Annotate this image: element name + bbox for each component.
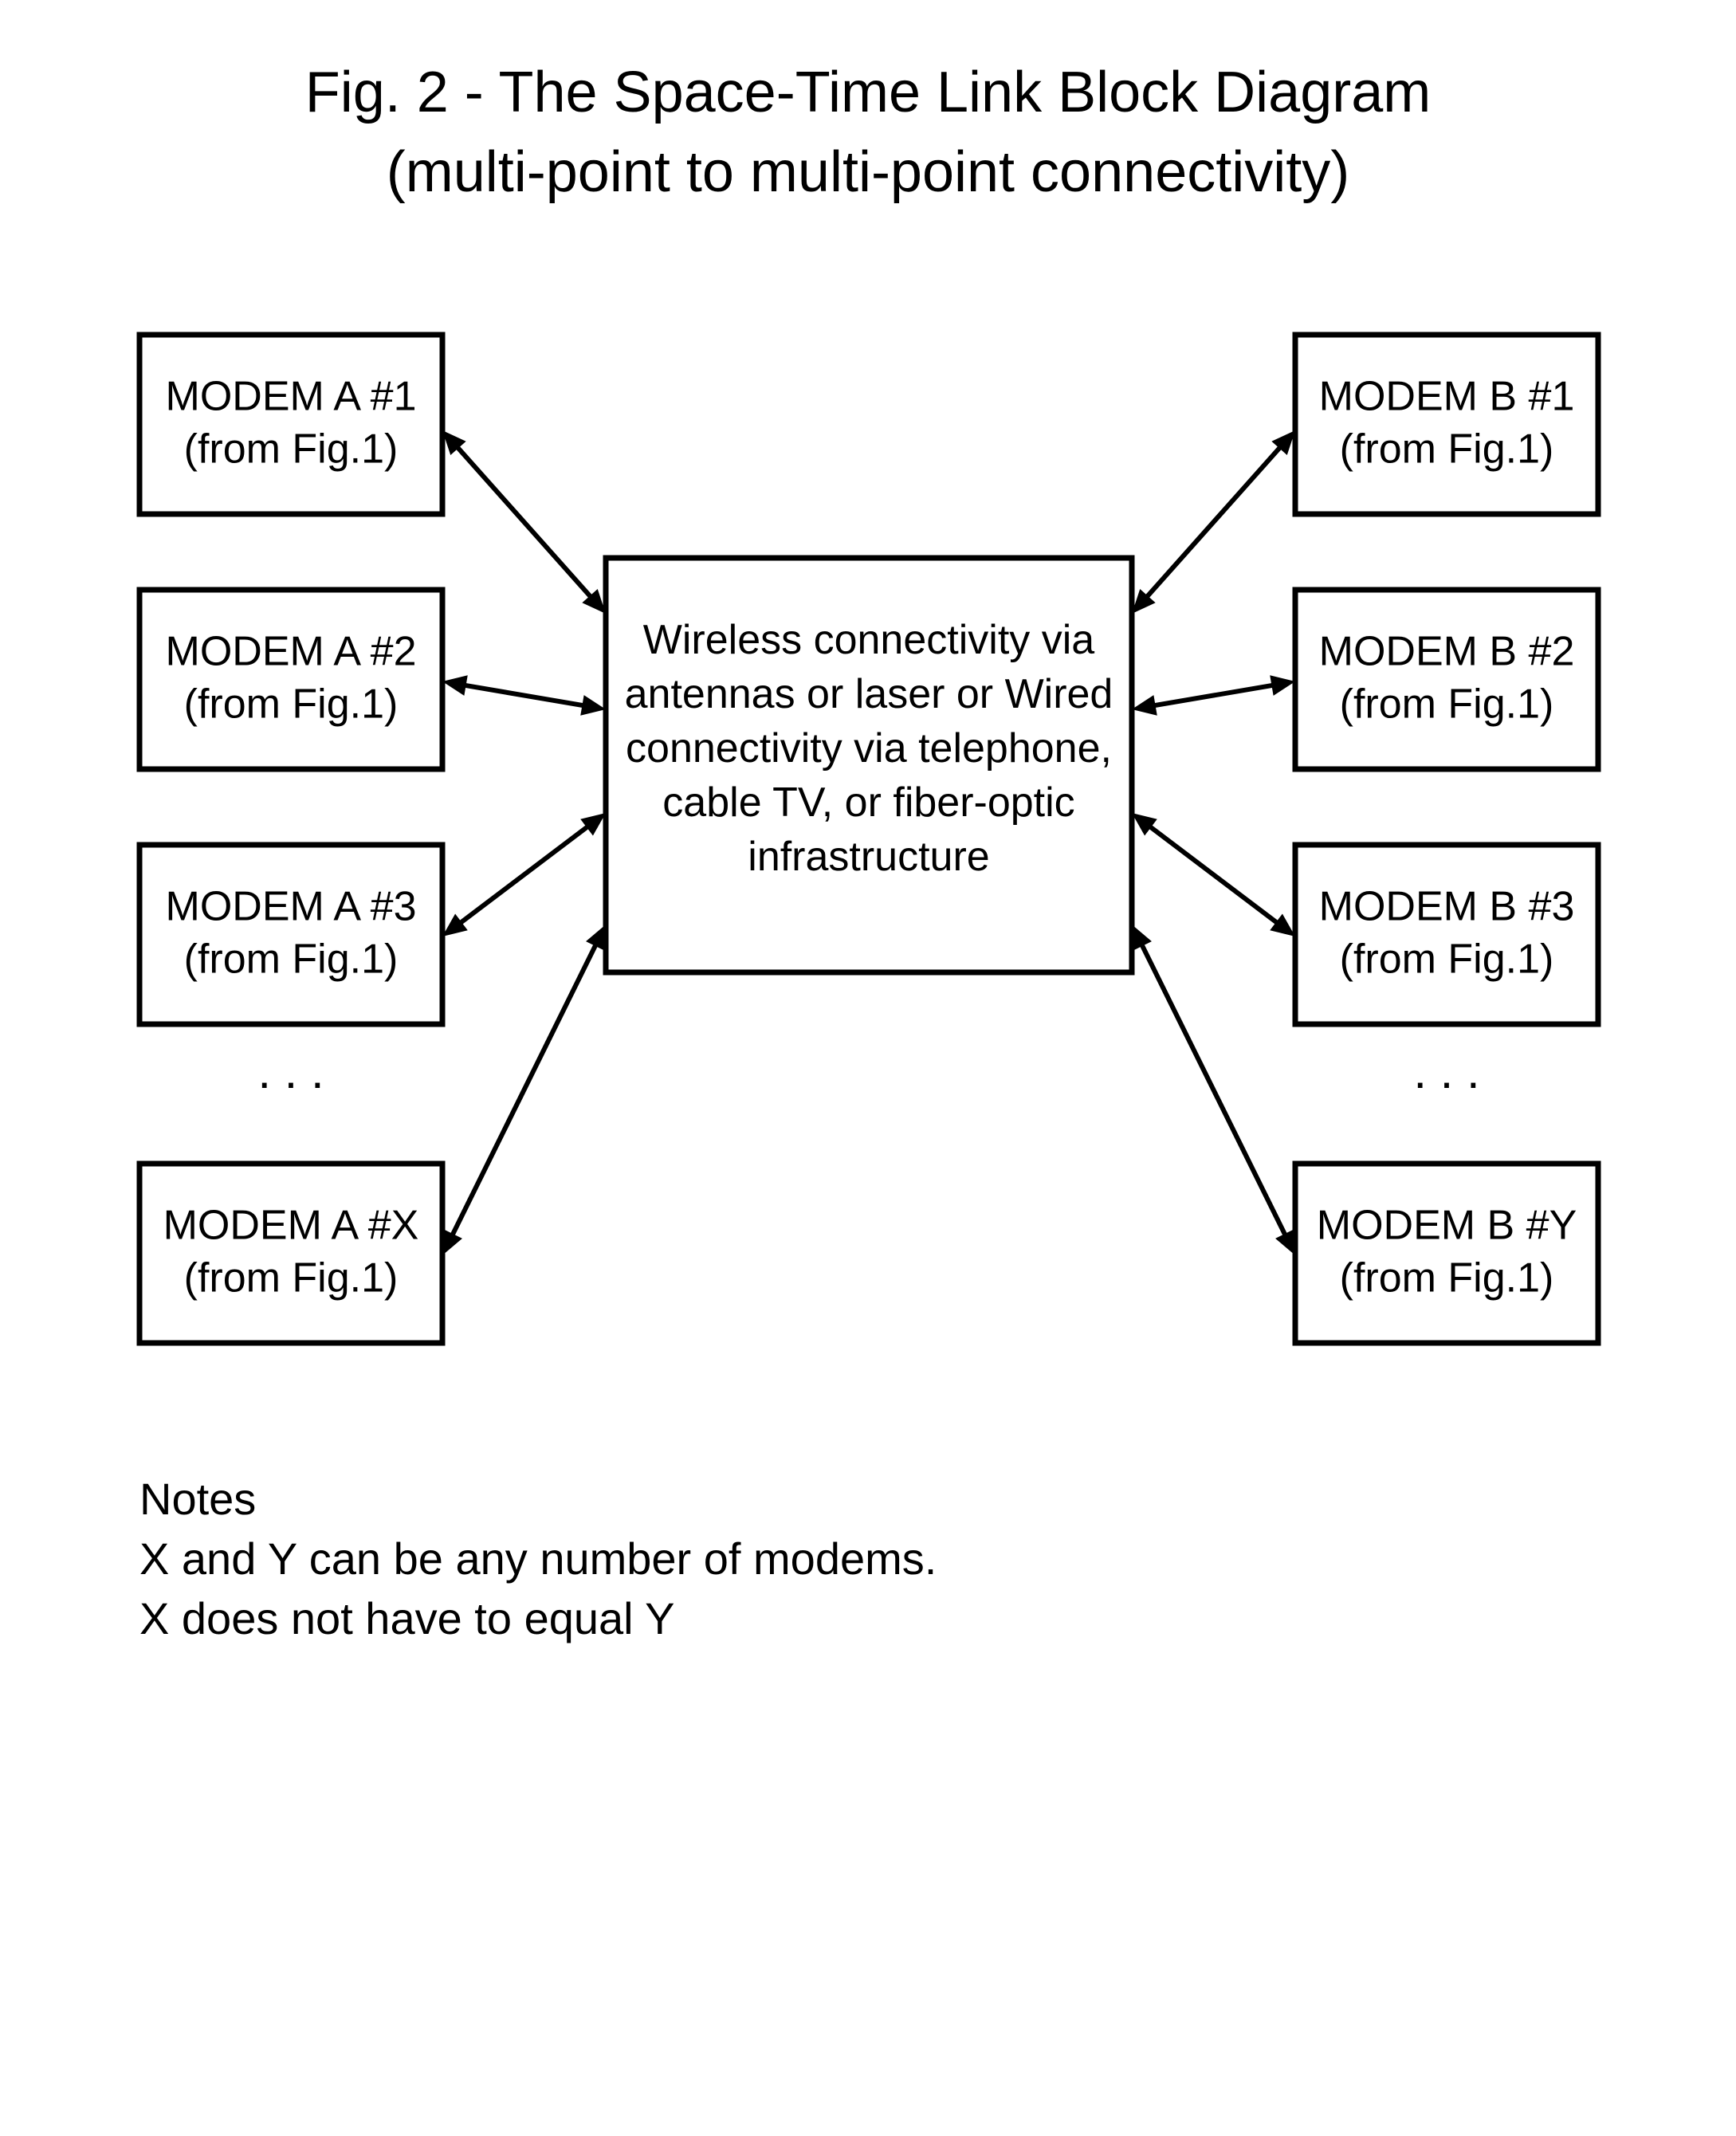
arrow-right-4 (1132, 925, 1295, 1255)
connectivity-text-line-1: Wireless connectivity via (643, 617, 1094, 663)
modem-b-by-label2: (from Fig.1) (1340, 1255, 1554, 1302)
modem-b-b3 (1295, 845, 1598, 1024)
modem-a-ax-label1: MODEM A #X (163, 1203, 419, 1249)
modem-a-a3 (139, 845, 442, 1024)
arrow-right-3 (1132, 813, 1295, 936)
modem-a-a2-label1: MODEM A #2 (166, 629, 417, 675)
modem-b-by (1295, 1164, 1598, 1343)
arrow-left-4 (442, 925, 606, 1255)
connectivity-text-line-5: infrastructure (748, 834, 989, 880)
notes-line-3: X does not have to equal Y (139, 1593, 674, 1643)
ellipsis-right: . . . (1413, 1045, 1479, 1098)
arrow-left-2 (442, 675, 606, 716)
modem-a-ax-label2: (from Fig.1) (184, 1255, 399, 1302)
modem-b-b1-label2: (from Fig.1) (1340, 426, 1554, 473)
arrow-right-2 (1132, 675, 1295, 716)
figure-title-line2: (multi-point to multi-point connectivity… (387, 140, 1349, 204)
modem-a-a2 (139, 590, 442, 769)
ellipsis-left: . . . (257, 1045, 324, 1098)
modem-b-b1 (1295, 335, 1598, 514)
modem-a-a3-label2: (from Fig.1) (184, 936, 399, 983)
modem-a-a1 (139, 335, 442, 514)
connectivity-text-line-4: cable TV, or fiber-optic (662, 779, 1074, 826)
arrow-right-1 (1132, 430, 1295, 614)
modem-a-a3-label1: MODEM A #3 (166, 884, 417, 930)
modem-b-by-label1: MODEM B #Y (1317, 1203, 1577, 1249)
notes-line-1: Notes (139, 1474, 256, 1524)
modem-b-b2-label1: MODEM B #2 (1319, 629, 1575, 675)
modem-a-a1-label1: MODEM A #1 (166, 374, 417, 420)
connectivity-text-line-3: connectivity via telephone, (626, 725, 1112, 772)
modem-a-a2-label2: (from Fig.1) (184, 681, 399, 728)
modem-b-b3-label1: MODEM B #3 (1319, 884, 1575, 930)
modem-b-b3-label2: (from Fig.1) (1340, 936, 1554, 983)
arrow-left-1 (442, 430, 606, 614)
notes-line-2: X and Y can be any number of modems. (139, 1533, 937, 1584)
modem-b-b1-label1: MODEM B #1 (1319, 374, 1575, 420)
figure-title-line1: Fig. 2 - The Space-Time Link Block Diagr… (305, 61, 1432, 124)
modem-b-b2-label2: (from Fig.1) (1340, 681, 1554, 728)
modem-a-ax (139, 1164, 442, 1343)
modem-a-a1-label2: (from Fig.1) (184, 426, 399, 473)
connectivity-text-line-2: antennas or laser or Wired (625, 671, 1113, 717)
modem-b-b2 (1295, 590, 1598, 769)
arrow-left-3 (442, 813, 606, 936)
